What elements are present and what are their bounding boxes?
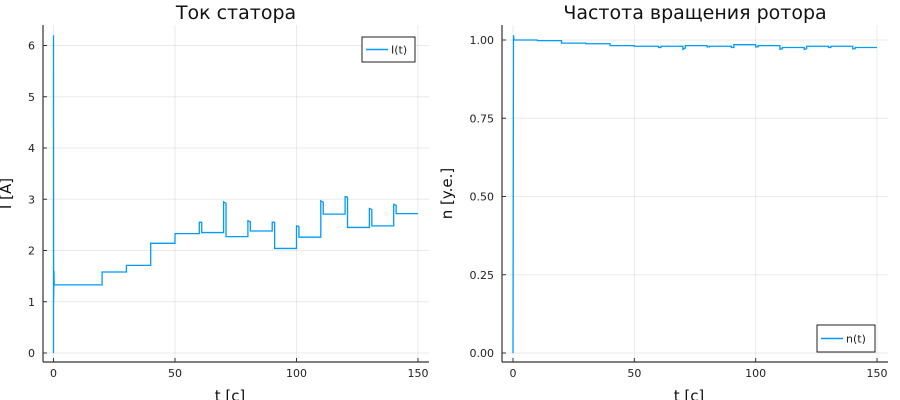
y-tick-label: 4 (28, 142, 35, 155)
legend-label: I(t) (391, 44, 407, 57)
y-tick-label: 3 (28, 193, 35, 206)
x-tick-label: 50 (627, 367, 641, 380)
x-tick-label: 0 (50, 367, 57, 380)
y-tick-label: 0.25 (470, 269, 495, 282)
x-tick-label: 0 (510, 367, 517, 380)
x-axis-label: t [c] (674, 387, 705, 400)
y-axis-label: n [y.e.] (438, 168, 456, 219)
y-tick-label: 0 (28, 347, 35, 360)
chart-title: Ток статора (175, 2, 296, 24)
x-axis-label: t [c] (215, 387, 246, 400)
subplot-1: 0 50 100 150 0 1 2 3 4 5 6 Ток статора t [c] I [A] I(t… (0, 2, 429, 400)
x-tick-label: 100 (286, 367, 307, 380)
x-tick-label: 150 (867, 367, 888, 380)
y-tick-label: 0.50 (470, 191, 495, 204)
y-tick-label: 5 (28, 91, 35, 104)
y-tick-label: 0.00 (470, 347, 495, 360)
x-tick-label: 150 (408, 367, 429, 380)
legend: I(t) (361, 36, 416, 63)
y-axis-label: I [A] (0, 178, 15, 209)
y-tick-label: 2 (28, 245, 35, 258)
legend-label: n(t) (846, 333, 866, 346)
legend: n(t) (816, 324, 876, 353)
series-line-n(t) (512, 35, 877, 354)
series-line-I(t) (52, 35, 418, 353)
y-tick-label: 1.00 (470, 34, 495, 47)
y-tick-label: 1 (28, 296, 35, 309)
chart-title: Частота вращения ротора (563, 2, 826, 24)
y-tick-label: 0.75 (470, 112, 495, 125)
subplot-2: 0 50 100 150 0.00 0.25 0.50 0.75 1.00 Частота вра… (438, 2, 888, 400)
x-tick-label: 50 (168, 367, 182, 380)
y-tick-label: 6 (28, 40, 35, 53)
x-tick-label: 100 (745, 367, 766, 380)
